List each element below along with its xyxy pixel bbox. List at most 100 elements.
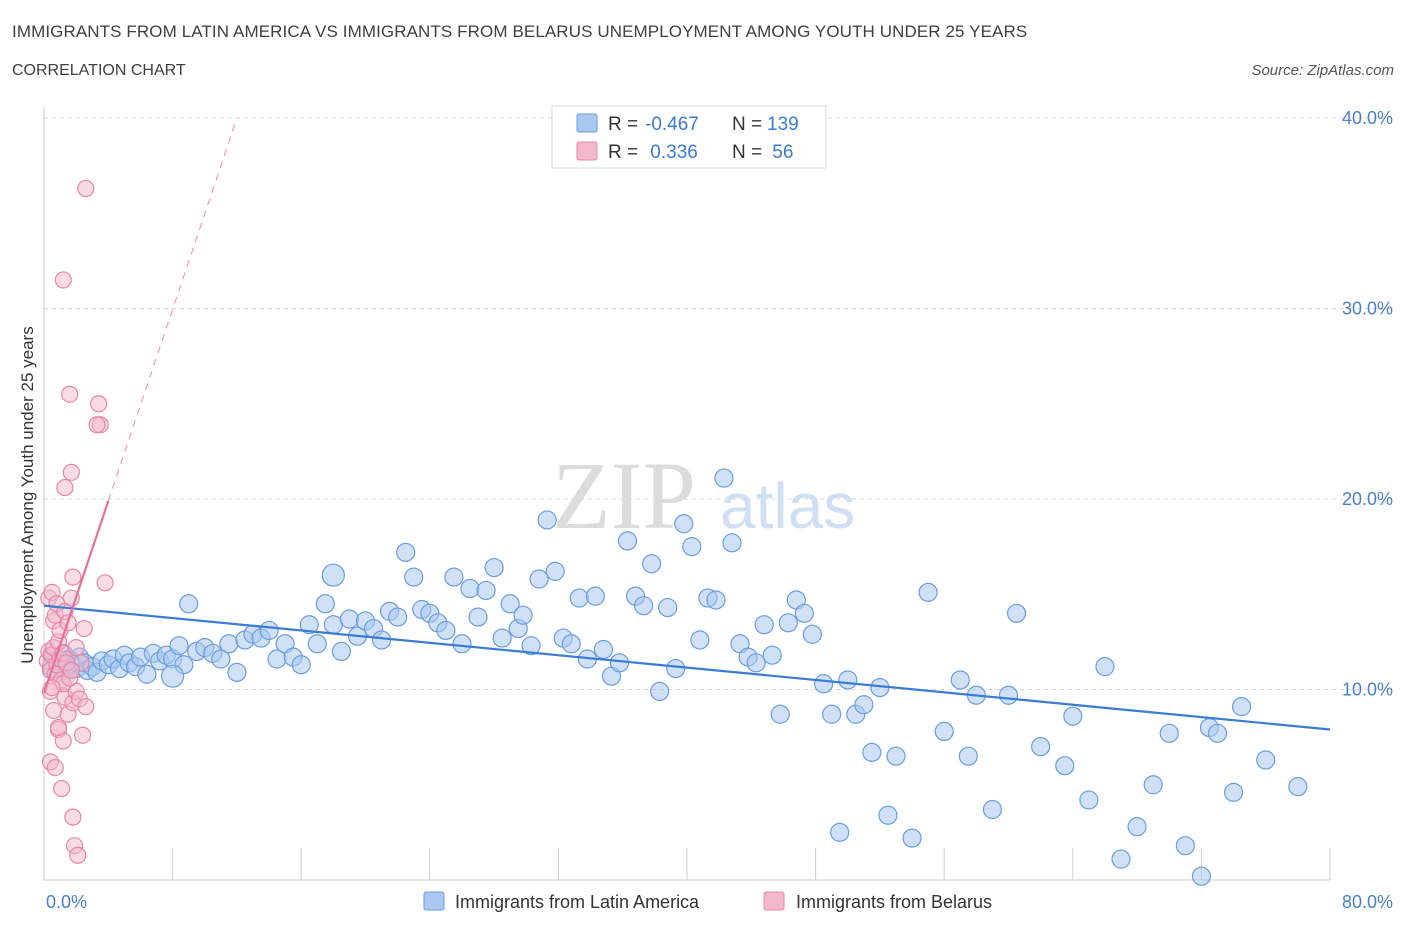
data-point-latin-america — [762, 645, 782, 665]
trend-lines — [42, 117, 1331, 731]
data-point-latin-america — [633, 596, 654, 616]
data-point-latin-america — [1143, 775, 1163, 795]
legend-box — [551, 105, 827, 169]
data-point-latin-america — [1288, 777, 1308, 797]
data-point-latin-america — [315, 594, 335, 614]
data-point-latin-america — [1127, 817, 1147, 837]
legend-n-value-blue: 139 — [767, 114, 799, 135]
data-point-belarus — [96, 574, 114, 592]
data-point-belarus — [69, 846, 87, 864]
data-point-belarus — [45, 701, 63, 720]
data-point-latin-america — [227, 662, 247, 682]
data-point-latin-america — [690, 630, 710, 650]
data-point-latin-america — [862, 742, 882, 762]
data-point-latin-america — [259, 620, 279, 641]
legend-r-value-blue: -0.467 — [645, 114, 699, 135]
data-point-latin-america — [950, 670, 970, 690]
data-point-latin-america — [666, 658, 686, 679]
x-tick-label: 0.0% — [46, 892, 87, 912]
source-note: Source: ZipAtlas.com — [1251, 62, 1394, 79]
data-point-latin-america — [838, 670, 858, 690]
data-point-latin-america — [137, 664, 157, 684]
data-point-belarus — [67, 638, 85, 657]
data-point-latin-america — [484, 557, 504, 578]
data-point-latin-america — [902, 828, 922, 848]
x-tick-label: 80.0% — [1342, 892, 1393, 912]
data-point-latin-america — [513, 605, 533, 625]
data-point-latin-america — [396, 542, 416, 562]
data-point-latin-america — [299, 615, 319, 635]
tick-labels: 10.0% 20.0% 30.0% 40.0% 0.0% 80.0% — [46, 108, 1393, 912]
data-point-belarus — [88, 416, 106, 434]
data-point-latin-america — [878, 805, 898, 825]
data-point-latin-america — [674, 514, 694, 534]
legend-swatch-blue — [576, 113, 598, 133]
data-point-latin-america — [331, 641, 351, 662]
data-point-latin-america — [211, 649, 231, 669]
bottom-legend-label-blue: Immigrants from Latin America — [455, 892, 700, 912]
data-point-latin-america — [169, 636, 189, 656]
series-legend: Immigrants from Latin America Immigrants… — [423, 891, 992, 912]
data-point-latin-america — [492, 628, 512, 648]
data-point-latin-america — [778, 613, 798, 633]
data-point-latin-america — [982, 799, 1003, 820]
y-tick-label: 20.0% — [1342, 489, 1393, 509]
chart-subtitle: CORRELATION CHART — [12, 62, 186, 79]
data-point-latin-america — [323, 615, 343, 635]
data-point-belarus — [77, 698, 95, 716]
data-point-latin-america — [650, 681, 670, 702]
data-point-latin-america — [814, 674, 834, 694]
data-point-latin-america — [1207, 723, 1228, 743]
data-point-latin-america — [593, 639, 614, 660]
data-point-belarus — [46, 759, 64, 777]
data-point-latin-america — [706, 590, 726, 610]
data-point-belarus — [64, 568, 82, 586]
data-point-belarus — [77, 179, 95, 198]
data-point-belarus — [90, 395, 108, 413]
data-point-latin-america — [1055, 756, 1075, 776]
data-point-belarus — [75, 619, 93, 638]
bottom-legend-swatch-blue — [423, 891, 445, 911]
data-point-latin-america — [609, 653, 630, 673]
data-point-latin-america — [460, 578, 480, 599]
data-point-latin-america — [854, 695, 874, 715]
data-point-latin-america — [1191, 866, 1212, 886]
data-point-latin-america — [161, 664, 185, 688]
legend-r-value-pink: 0.336 — [645, 142, 698, 163]
data-point-latin-america — [537, 510, 557, 530]
data-point-belarus — [49, 718, 68, 737]
bottom-legend-label-pink: Immigrants from Belarus — [796, 892, 992, 912]
data-point-latin-america — [452, 634, 472, 654]
data-point-latin-america — [388, 607, 408, 627]
data-point-belarus — [54, 271, 72, 289]
data-point-latin-america — [998, 685, 1019, 705]
data-point-latin-america — [219, 634, 239, 654]
data-point-belarus — [53, 779, 71, 798]
data-point-latin-america — [1111, 849, 1131, 869]
data-point-latin-america — [179, 594, 199, 614]
data-point-latin-america — [321, 563, 345, 587]
data-point-latin-america — [585, 586, 605, 606]
legend-n-label-pink: N = — [732, 142, 762, 163]
data-point-latin-america — [307, 634, 327, 654]
data-point-latin-america — [1063, 706, 1083, 726]
data-point-latin-america — [714, 468, 734, 488]
data-point-latin-america — [1223, 782, 1244, 802]
data-point-latin-america — [1031, 737, 1051, 757]
data-point-latin-america — [617, 531, 638, 551]
data-point-latin-america — [1175, 836, 1195, 856]
data-point-latin-america — [500, 594, 520, 614]
data-point-latin-america — [1159, 723, 1179, 743]
legend-n-value-pink: 56 — [767, 142, 793, 163]
data-point-latin-america — [1079, 790, 1099, 810]
data-point-belarus — [61, 385, 79, 403]
data-point-latin-america — [886, 746, 906, 766]
data-point-latin-america — [521, 636, 541, 656]
y-tick-label: 30.0% — [1342, 299, 1393, 319]
data-point-latin-america — [918, 582, 938, 602]
data-point-latin-america — [569, 588, 589, 608]
y-tick-label: 10.0% — [1342, 680, 1393, 700]
data-point-latin-america — [1256, 750, 1276, 770]
data-point-latin-america — [529, 569, 549, 589]
